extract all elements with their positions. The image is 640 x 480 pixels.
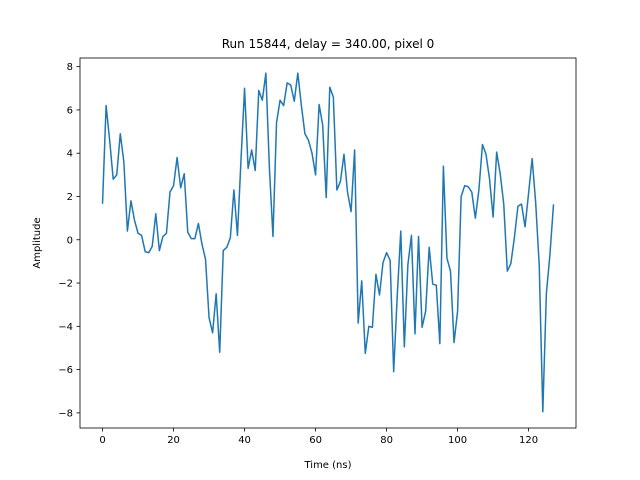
y-tick-label: −2 [58, 279, 73, 290]
x-tick-label: 0 [99, 435, 105, 446]
y-tick-label: 0 [67, 235, 73, 246]
x-tick-label: 120 [519, 435, 538, 446]
x-tick-label: 60 [309, 435, 322, 446]
y-tick-label: 2 [67, 192, 73, 203]
x-tick-label: 20 [167, 435, 180, 446]
x-axis-label: Time (ns) [303, 460, 351, 471]
y-tick-label: −6 [58, 365, 73, 376]
y-tick-label: 4 [67, 149, 73, 160]
x-tick-label: 80 [380, 435, 393, 446]
ticks-layer: 0 20 40 60 80 100 120 −8 −6 −4 −2 0 2 4 6 8 [58, 62, 538, 446]
x-tick-label: 100 [448, 435, 467, 446]
y-tick-label: −4 [58, 322, 73, 333]
y-tick-label: 8 [67, 62, 73, 73]
y-axis-label: Amplitude [32, 217, 43, 268]
plot-frame [79, 57, 577, 429]
series-line [101, 72, 555, 413]
chart-title: Run 15844, delay = 340.00, pixel 0 [222, 37, 435, 51]
y-tick-label: −8 [58, 408, 73, 419]
x-tick-label: 40 [238, 435, 251, 446]
y-tick-label: 6 [67, 105, 73, 116]
